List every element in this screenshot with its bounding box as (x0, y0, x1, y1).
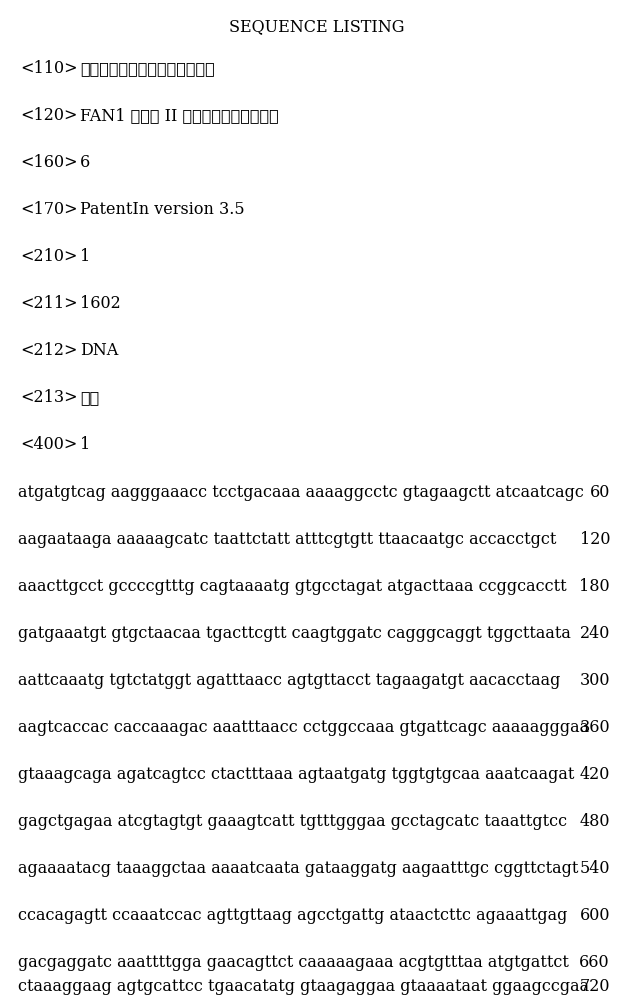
Text: 6: 6 (80, 154, 91, 171)
Text: 300: 300 (579, 672, 610, 689)
Text: 540: 540 (579, 860, 610, 877)
Text: <213>: <213> (20, 389, 78, 406)
Text: gtaaagcaga agatcagtcc ctactttaaa agtaatgatg tggtgtgcaa aaatcaagat: gtaaagcaga agatcagtcc ctactttaaa agtaatg… (18, 766, 574, 783)
Text: 180: 180 (579, 578, 610, 595)
Text: <210>: <210> (20, 248, 77, 265)
Text: 600: 600 (579, 907, 610, 924)
Text: <211>: <211> (20, 295, 78, 312)
Text: 480: 480 (579, 813, 610, 830)
Text: SEQUENCE LISTING: SEQUENCE LISTING (229, 18, 404, 35)
Text: agaaaatacg taaaggctaa aaaatcaata gataaggatg aagaatttgc cggttctagt: agaaaatacg taaaggctaa aaaatcaata gataagg… (18, 860, 579, 877)
Text: 人源: 人源 (80, 389, 99, 406)
Text: 1602: 1602 (80, 295, 121, 312)
Text: 60: 60 (589, 484, 610, 501)
Text: 北京決深生物信息技术有限公司: 北京決深生物信息技术有限公司 (80, 60, 215, 77)
Text: aaacttgcct gccccgtttg cagtaaaatg gtgcctagat atgacttaaa ccggcacctt: aaacttgcct gccccgtttg cagtaaaatg gtgccta… (18, 578, 567, 595)
Text: aattcaaatg tgtctatggt agatttaacc agtgttacct tagaagatgt aacacctaag: aattcaaatg tgtctatggt agatttaacc agtgtta… (18, 672, 560, 689)
Text: gagctgagaa atcgtagtgt gaaagtcatt tgtttgggaa gcctagcatc taaattgtcc: gagctgagaa atcgtagtgt gaaagtcatt tgtttgg… (18, 813, 567, 830)
Text: <110>: <110> (20, 60, 78, 77)
Text: aagaataaga aaaaagcatc taattctatt atttcgtgtt ttaacaatgc accacctgct: aagaataaga aaaaagcatc taattctatt atttcgt… (18, 531, 556, 548)
Text: 240: 240 (580, 625, 610, 642)
Text: <212>: <212> (20, 342, 77, 359)
Text: ccacagagtt ccaaatccac agttgttaag agcctgattg ataactcttc agaaattgag: ccacagagtt ccaaatccac agttgttaag agcctga… (18, 907, 567, 924)
Text: gacgaggatc aaattttgga gaacagttct caaaaagaaa acgtgtttaa atgtgattct: gacgaggatc aaattttgga gaacagttct caaaaag… (18, 954, 569, 971)
Text: FAN1 基因在 II 型糖尿病诊断中的应用: FAN1 基因在 II 型糖尿病诊断中的应用 (80, 107, 279, 124)
Text: 660: 660 (579, 954, 610, 971)
Text: 1: 1 (80, 248, 91, 265)
Text: aagtcaccac caccaaagac aaatttaacc cctggccaaa gtgattcagc aaaaagggaa: aagtcaccac caccaaagac aaatttaacc cctggcc… (18, 719, 589, 736)
Text: <120>: <120> (20, 107, 77, 124)
Text: 420: 420 (580, 766, 610, 783)
Text: atgatgtcag aagggaaacc tcctgacaaa aaaaggcctc gtagaagctt atcaatcagc: atgatgtcag aagggaaacc tcctgacaaa aaaaggc… (18, 484, 584, 501)
Text: 1: 1 (80, 436, 91, 453)
Text: gatgaaatgt gtgctaacaa tgacttcgtt caagtggatc cagggcaggt tggcttaata: gatgaaatgt gtgctaacaa tgacttcgtt caagtgg… (18, 625, 571, 642)
Text: <160>: <160> (20, 154, 78, 171)
Text: PatentIn version 3.5: PatentIn version 3.5 (80, 201, 244, 218)
Text: DNA: DNA (80, 342, 118, 359)
Text: 360: 360 (579, 719, 610, 736)
Text: 120: 120 (579, 531, 610, 548)
Text: ctaaaggaag agtgcattcc tgaacatatg gtaagaggaa gtaaaataat ggaagccgaa: ctaaaggaag agtgcattcc tgaacatatg gtaagag… (18, 978, 589, 995)
Text: <170>: <170> (20, 201, 78, 218)
Text: <400>: <400> (20, 436, 77, 453)
Text: 720: 720 (579, 978, 610, 995)
